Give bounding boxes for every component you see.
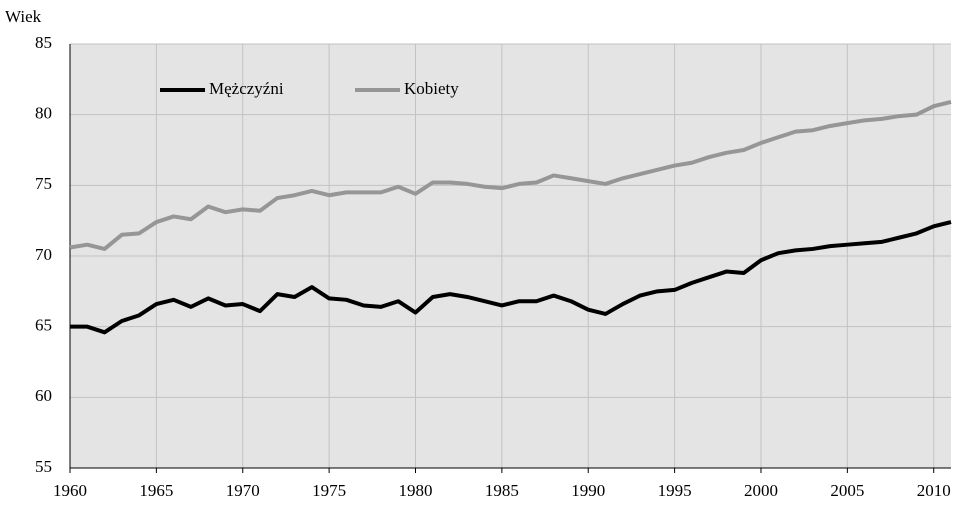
y-tick-label: 75	[35, 174, 52, 193]
x-tick-label: 1975	[312, 481, 346, 500]
x-tick-label: 2010	[917, 481, 951, 500]
y-tick-label: 80	[35, 104, 52, 123]
x-tick-label: 1965	[139, 481, 173, 500]
x-tick-label: 1960	[53, 481, 87, 500]
x-tick-label: 1995	[658, 481, 692, 500]
y-tick-label: 65	[35, 316, 52, 335]
y-tick-label: 55	[35, 457, 52, 476]
x-tick-label: 1985	[485, 481, 519, 500]
y-axis-label: Wiek	[5, 7, 42, 26]
series-line	[69, 100, 952, 251]
y-tick-label: 85	[35, 33, 52, 52]
x-tick-label: 1980	[398, 481, 432, 500]
series-line	[70, 220, 952, 335]
x-tick-label: 2005	[830, 481, 864, 500]
y-tick-label: 60	[35, 386, 52, 405]
x-tick-label: 2000	[744, 481, 778, 500]
y-tick-label: 70	[35, 245, 52, 264]
x-tick-label: 1970	[226, 481, 260, 500]
legend-label: Mężczyźni	[209, 79, 284, 98]
x-tick-label: 1990	[571, 481, 605, 500]
legend-label: Kobiety	[404, 79, 459, 98]
